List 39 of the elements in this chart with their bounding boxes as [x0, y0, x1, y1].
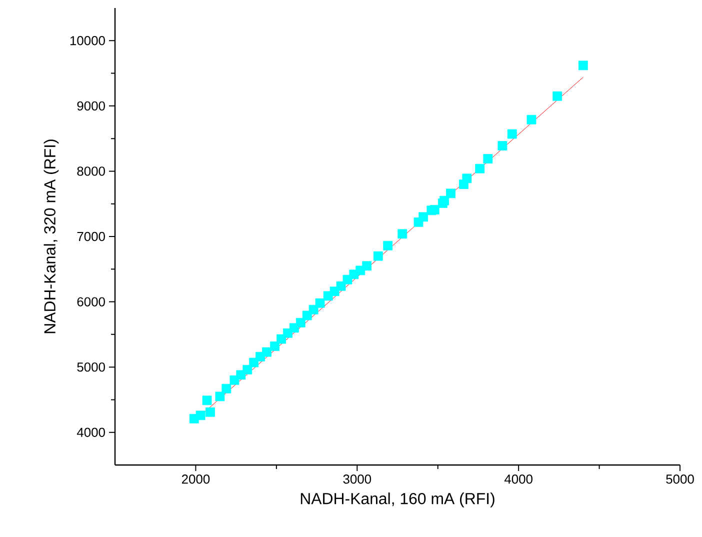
point: [373, 251, 383, 261]
point: [262, 347, 272, 357]
y-tick-label: 4000: [76, 428, 105, 437]
point: [202, 396, 212, 406]
point: [498, 141, 508, 150]
point: [507, 129, 517, 139]
point: [462, 174, 472, 184]
point: [383, 240, 393, 250]
point: [206, 407, 215, 417]
x-tick-label: 5000: [666, 474, 694, 484]
point: [398, 229, 408, 239]
y-tick-label: 5000: [77, 362, 105, 372]
x-tick-label: 2000: [182, 474, 210, 484]
point: [215, 392, 225, 402]
point: [552, 91, 562, 101]
y-tick-label: 7000: [77, 232, 105, 242]
y-tick-label: 8000: [77, 166, 105, 176]
x-axis-title: NADH-Kanal, 160 mA (RFI): [300, 492, 494, 508]
point: [483, 154, 493, 164]
x-tick-label: 4000: [504, 474, 532, 484]
point: [315, 298, 325, 308]
y-tick-label: 10000: [70, 36, 105, 46]
y-tick-label: 6000: [77, 297, 105, 306]
y-axis-title: NADH-Kanal, 320 mA (RFI): [44, 140, 59, 334]
point: [440, 196, 450, 206]
x-tick-label: 3000: [343, 474, 372, 484]
point: [196, 410, 206, 420]
point: [475, 164, 485, 174]
point: [362, 261, 372, 271]
point: [526, 114, 536, 124]
point: [242, 364, 252, 374]
point: [270, 341, 280, 351]
point: [430, 205, 440, 214]
point: [418, 212, 428, 222]
point: [446, 188, 456, 198]
point: [296, 318, 306, 328]
point: [222, 384, 232, 394]
y-tick-label: 9000: [77, 101, 105, 111]
point: [578, 60, 588, 70]
